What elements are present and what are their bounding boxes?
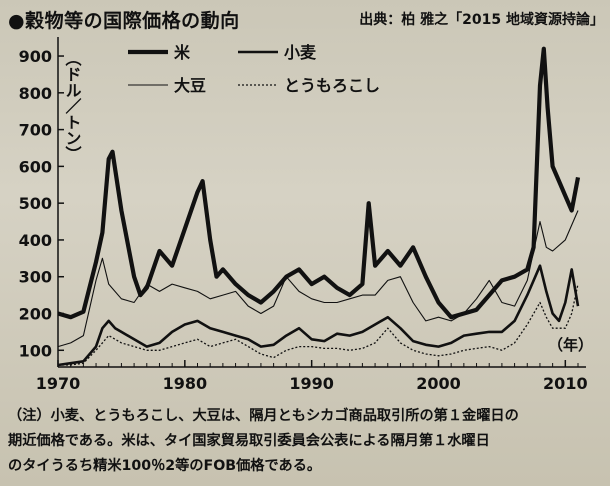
- legend-label: 米: [174, 43, 191, 62]
- series-line-とうもろこし: [58, 283, 579, 366]
- legend-label: 小麦: [284, 43, 317, 62]
- y-tick-label: 900: [19, 47, 52, 66]
- x-tick-label: 2000: [416, 374, 461, 393]
- legend-label: 大豆: [174, 76, 206, 95]
- y-tick-label: 100: [19, 341, 52, 360]
- chart-axes: 100 200 300 400 500 600 700 800 900 1970 1980 1990 2…: [19, 37, 588, 393]
- y-tick-label: 300: [19, 268, 52, 287]
- legend-label: とうもろこし: [284, 76, 380, 95]
- y-axis-label: （ドル／トン）: [63, 50, 82, 162]
- source-credit: 出典：柏 雅之「2015 地域資源持論」: [359, 12, 604, 28]
- y-tick-label: 500: [19, 194, 52, 213]
- series-line-米: [57, 46, 581, 320]
- y-tick-label: 700: [19, 121, 52, 140]
- series-line-小麦: [57, 264, 580, 367]
- x-axis-unit-label: （年）: [548, 336, 593, 354]
- series-line-大豆: [57, 210, 579, 348]
- x-tick-label: 2010: [543, 374, 588, 393]
- footnote-line: （注）小麦、とうもろこし、大豆は、隔月ともシカゴ商品取引所の第１金曜日の: [8, 408, 519, 424]
- x-tick-label: 1970: [36, 374, 81, 393]
- y-tick-label: 200: [19, 305, 52, 324]
- y-tick-label: 800: [19, 84, 52, 103]
- footnote: （注）小麦、とうもろこし、大豆は、隔月ともシカゴ商品取引所の第１金曜日の 期近価…: [8, 404, 604, 479]
- y-tick-label: 600: [19, 157, 52, 176]
- chart-header: ●穀物等の国際価格の動向 出典：柏 雅之「2015 地域資源持論」: [8, 6, 604, 32]
- x-tick-label: 1980: [163, 374, 208, 393]
- line-chart: 100 200 300 400 500 600 700 800 900 1970 1980 1990 2…: [19, 37, 593, 393]
- y-tick-label: 400: [19, 231, 52, 250]
- footnote-line: 期近価格である。米は、タイ国家貿易取引委員会公表による隔月第１水曜日: [8, 433, 490, 449]
- x-tick-label: 1990: [289, 374, 334, 393]
- chart-title: ●穀物等の国際価格の動向: [8, 10, 240, 32]
- chart-series: [57, 46, 581, 367]
- footnote-line: のタイうるち精米100％2等のFOB価格である。: [8, 458, 322, 474]
